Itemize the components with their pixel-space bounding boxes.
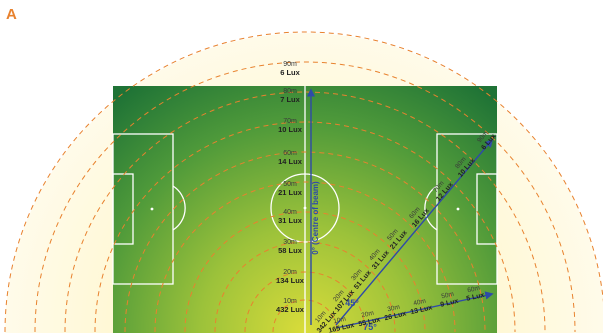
ring-lux-label: 21 Lux <box>278 188 303 197</box>
ring-lux-label: 58 Lux <box>278 246 303 255</box>
ring-distance-label: 30m <box>283 239 297 246</box>
distance-ring <box>244 271 366 333</box>
ring-distance-label: 80m <box>283 88 297 95</box>
ring-distance-label: 40m <box>283 209 297 216</box>
distance-ring <box>34 61 576 333</box>
distance-ring <box>94 121 516 333</box>
beam-45-angle: 45° <box>345 298 359 308</box>
ring-distance-label: 90m <box>283 61 297 68</box>
beam-75-lux: 5 Lux <box>466 292 485 303</box>
ring-distance-label: 70m <box>283 118 297 125</box>
right-goal-box <box>476 173 498 245</box>
distance-ring <box>124 151 486 333</box>
beam-45-arrow <box>335 138 494 326</box>
ring-lux-label: 7 Lux <box>280 95 300 104</box>
distance-ring <box>272 299 338 333</box>
distance-ring <box>184 211 426 333</box>
left-goal-box <box>112 173 134 245</box>
beam-75-distance: 40m <box>413 298 427 308</box>
distance-ring <box>154 181 456 333</box>
right-penalty-arc <box>424 185 438 231</box>
ring-distance-label: 50m <box>283 181 297 188</box>
beam-75-distance: 20m <box>361 310 375 320</box>
beam-75-angle: 75° <box>363 322 377 332</box>
left-penalty-arc <box>172 185 186 231</box>
ring-distance-label: 10m <box>283 298 297 305</box>
distance-rings <box>4 31 603 333</box>
panel-label: A <box>6 6 17 23</box>
beam-75-distance: 60m <box>467 285 481 295</box>
football-pitch <box>112 86 498 333</box>
ring-distance-label: 20m <box>283 269 297 276</box>
centre-beam-label: 0° (Centre of beam) <box>311 181 320 255</box>
beam-75-lux: 165 Lux <box>328 322 355 333</box>
ring-lux-label: 134 Lux <box>276 276 305 285</box>
beam-75-arrow <box>335 291 494 329</box>
beam-75-lux: 13 Lux <box>410 304 433 316</box>
beam-75-lux: 9 Lux <box>440 298 459 309</box>
beam-75-distance: 10m <box>333 316 347 326</box>
ring-distance-label: 60m <box>283 150 297 157</box>
beam-75-distance: 50m <box>441 291 455 301</box>
centre-circle <box>270 173 340 243</box>
ring-lux-label: 10 Lux <box>278 125 303 134</box>
beam-75-distance: 30m <box>387 304 401 314</box>
ring-lux-label: 6 Lux <box>280 68 300 77</box>
ring-lux-label: 31 Lux <box>278 216 303 225</box>
distance-ring <box>4 31 603 333</box>
beam-75-lux: 26 Lux <box>384 310 407 322</box>
ring-lux-label: 14 Lux <box>278 157 303 166</box>
beam-75-lux: 55 Lux <box>358 316 381 328</box>
distance-ring <box>64 91 546 333</box>
ring-lux-label: 432 Lux <box>276 305 305 314</box>
